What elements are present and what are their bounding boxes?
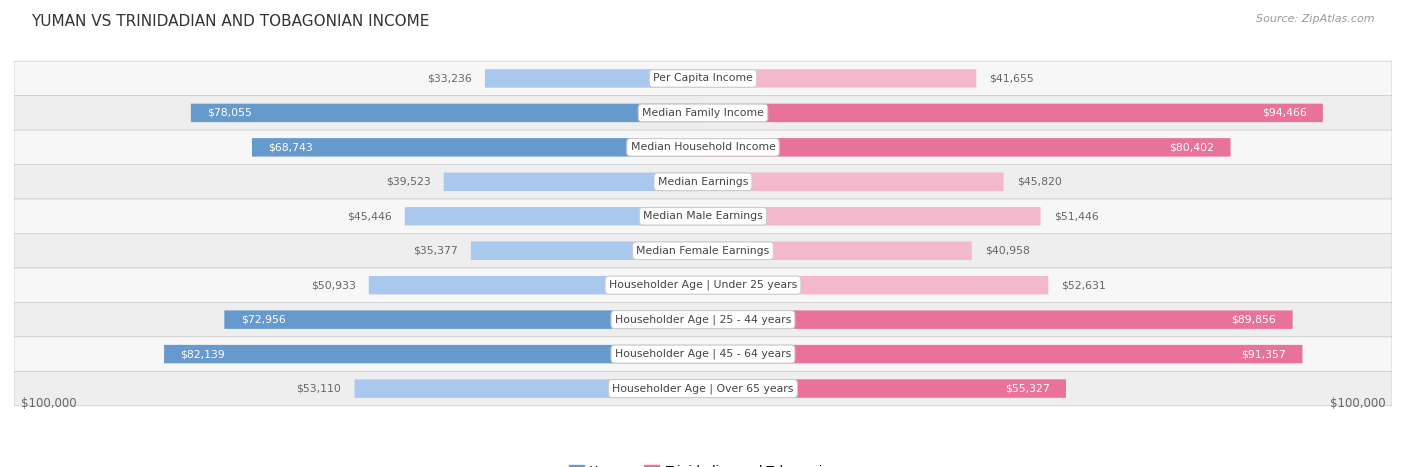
Text: Median Female Earnings: Median Female Earnings [637, 246, 769, 256]
Text: $78,055: $78,055 [207, 108, 252, 118]
Text: $72,956: $72,956 [240, 315, 285, 325]
Text: Median Male Earnings: Median Male Earnings [643, 211, 763, 221]
Text: $53,110: $53,110 [297, 383, 342, 394]
FancyBboxPatch shape [14, 268, 1392, 303]
FancyBboxPatch shape [703, 379, 1066, 398]
FancyBboxPatch shape [14, 303, 1392, 337]
FancyBboxPatch shape [14, 371, 1392, 406]
FancyBboxPatch shape [703, 104, 1323, 122]
Text: Householder Age | 45 - 64 years: Householder Age | 45 - 64 years [614, 349, 792, 359]
Text: Householder Age | 25 - 44 years: Householder Age | 25 - 44 years [614, 314, 792, 325]
Text: $33,236: $33,236 [427, 73, 472, 84]
Text: $55,327: $55,327 [1005, 383, 1050, 394]
Text: Per Capita Income: Per Capita Income [652, 73, 754, 84]
FancyBboxPatch shape [14, 96, 1392, 130]
FancyBboxPatch shape [14, 234, 1392, 268]
Text: Median Household Income: Median Household Income [630, 142, 776, 152]
Text: Median Family Income: Median Family Income [643, 108, 763, 118]
FancyBboxPatch shape [225, 311, 703, 329]
FancyBboxPatch shape [703, 69, 976, 88]
FancyBboxPatch shape [14, 164, 1392, 199]
Text: $51,446: $51,446 [1053, 211, 1098, 221]
Text: YUMAN VS TRINIDADIAN AND TOBAGONIAN INCOME: YUMAN VS TRINIDADIAN AND TOBAGONIAN INCO… [31, 14, 429, 29]
Text: $45,820: $45,820 [1017, 177, 1062, 187]
FancyBboxPatch shape [485, 69, 703, 88]
Text: $68,743: $68,743 [269, 142, 314, 152]
Text: $45,446: $45,446 [347, 211, 392, 221]
Text: $100,000: $100,000 [1330, 397, 1385, 410]
Text: $40,958: $40,958 [984, 246, 1029, 256]
FancyBboxPatch shape [703, 311, 1292, 329]
Text: $50,933: $50,933 [311, 280, 356, 290]
FancyBboxPatch shape [14, 61, 1392, 96]
Text: $91,357: $91,357 [1241, 349, 1286, 359]
FancyBboxPatch shape [165, 345, 703, 363]
Legend: Yuman, Trinidadian and Tobagonian: Yuman, Trinidadian and Tobagonian [564, 460, 842, 467]
Text: $52,631: $52,631 [1062, 280, 1107, 290]
FancyBboxPatch shape [703, 276, 1049, 294]
FancyBboxPatch shape [368, 276, 703, 294]
FancyBboxPatch shape [703, 241, 972, 260]
Text: Householder Age | Under 25 years: Householder Age | Under 25 years [609, 280, 797, 290]
Text: $39,523: $39,523 [385, 177, 430, 187]
Text: $100,000: $100,000 [21, 397, 76, 410]
FancyBboxPatch shape [471, 241, 703, 260]
Text: Source: ZipAtlas.com: Source: ZipAtlas.com [1257, 14, 1375, 24]
FancyBboxPatch shape [703, 345, 1302, 363]
FancyBboxPatch shape [191, 104, 703, 122]
Text: $80,402: $80,402 [1170, 142, 1215, 152]
FancyBboxPatch shape [14, 337, 1392, 371]
Text: Median Earnings: Median Earnings [658, 177, 748, 187]
FancyBboxPatch shape [14, 199, 1392, 234]
Text: Householder Age | Over 65 years: Householder Age | Over 65 years [612, 383, 794, 394]
FancyBboxPatch shape [354, 379, 703, 398]
Text: $35,377: $35,377 [413, 246, 458, 256]
Text: $41,655: $41,655 [990, 73, 1035, 84]
FancyBboxPatch shape [703, 138, 1230, 156]
Text: $82,139: $82,139 [180, 349, 225, 359]
FancyBboxPatch shape [703, 207, 1040, 226]
FancyBboxPatch shape [703, 173, 1004, 191]
FancyBboxPatch shape [444, 173, 703, 191]
FancyBboxPatch shape [14, 130, 1392, 164]
FancyBboxPatch shape [405, 207, 703, 226]
Text: $89,856: $89,856 [1232, 315, 1277, 325]
FancyBboxPatch shape [252, 138, 703, 156]
Text: $94,466: $94,466 [1261, 108, 1306, 118]
